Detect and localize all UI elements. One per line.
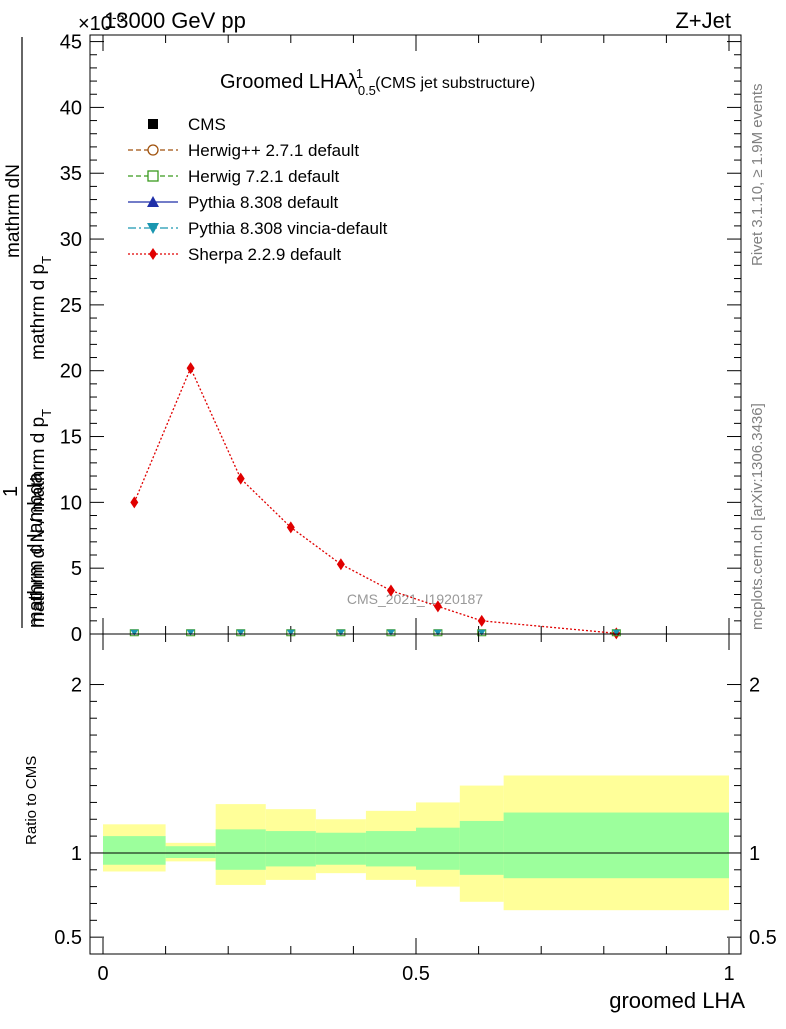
ratio-y-tick-label: 1 <box>71 843 82 865</box>
ratio-y-tick-label: 0.5 <box>54 927 82 949</box>
chart-title-sub: 0.5 <box>358 83 376 98</box>
sherpa-point <box>236 472 245 485</box>
mc-points <box>129 629 621 637</box>
ratio-band-inner <box>416 827 460 870</box>
main-y-tick-label: 10 <box>60 492 82 514</box>
ratio-band-inner <box>265 831 316 867</box>
legend-label: CMS <box>188 115 226 134</box>
vincia-point <box>386 629 395 636</box>
vincia-point <box>186 629 195 636</box>
legend-label: Herwig 7.2.1 default <box>188 167 339 186</box>
vincia-point <box>612 629 621 636</box>
legend-marker <box>149 248 157 260</box>
ylabel-top: 1 <box>0 486 22 497</box>
legend-marker <box>148 119 158 129</box>
legend-label: Sherpa 2.2.9 default <box>188 245 341 264</box>
ratio-y-tick-label: 2 <box>71 675 82 697</box>
ratio-band-inner <box>365 831 416 867</box>
sherpa-point <box>186 362 195 375</box>
ratio-y-tick-label-right: 2 <box>749 675 760 697</box>
legend-entry: Herwig++ 2.7.1 default <box>128 141 359 160</box>
sherpa-point <box>386 584 395 597</box>
ylabel-num-end: mathrm d lambda <box>25 472 47 628</box>
side-mcplots: mcplots.cern.ch [arXiv:1306.3436] <box>749 403 766 630</box>
x-axis-label: groomed LHA <box>609 988 745 1013</box>
ylabel-num-sub: T <box>39 256 54 264</box>
ylabel-num-tail: mathrm d pT <box>28 256 54 360</box>
ratio-band-inner <box>165 846 216 858</box>
main-y-tick-label: 35 <box>60 163 82 185</box>
main-y-tick-label: 45 <box>60 32 82 54</box>
chart-title-text: Groomed LHA <box>220 71 348 93</box>
ylabel-den-full: mathrm d N / mathrm d pT <box>28 409 54 628</box>
x-tick-labels: 0 0.5 1 <box>97 963 734 985</box>
chart-title-suffix: (CMS jet substructure) <box>375 75 535 92</box>
vincia-point <box>236 629 245 636</box>
x-tick-label: 0 <box>97 963 108 985</box>
sherpa-point <box>130 496 139 509</box>
ratio-band-inner <box>503 812 729 879</box>
vincia-point <box>433 629 442 636</box>
ylabel-num-full: mathrm dN <box>3 164 24 258</box>
legend-marker <box>147 196 159 207</box>
ratio-band-inner <box>315 832 366 865</box>
header-exponent-sup: -6 <box>112 9 125 25</box>
main-y-tick-label: 40 <box>60 97 82 119</box>
main-y-label: 1 mathrm d lambda mathrm dN mathrm d pT … <box>0 37 54 628</box>
ylabel-den-sub: T <box>39 409 54 417</box>
ylabel-numerator: mathrm d lambda <box>25 472 47 628</box>
sherpa-point <box>433 600 442 613</box>
legend-marker <box>147 223 159 234</box>
header-exponent: ×10-6 <box>78 9 125 35</box>
side-rivet: Rivet 3.1.10, ≥ 1.9M events <box>749 84 766 267</box>
ratio-y-tick-label-right: 1 <box>749 843 760 865</box>
header-process: Z+Jet <box>675 8 731 33</box>
legend-entry: Herwig 7.2.1 default <box>128 167 339 186</box>
chart-title-sup: 1 <box>356 66 363 81</box>
x-tick-label: 0.5 <box>402 963 430 985</box>
main-y-tick-label: 25 <box>60 295 82 317</box>
legend-entry: Pythia 8.308 default <box>128 193 339 212</box>
ratio-y-label: Ratio to CMS <box>23 756 40 845</box>
vincia-point <box>130 629 139 636</box>
main-y-tick-label: 15 <box>60 427 82 449</box>
legend-label: Pythia 8.308 vincia-default <box>188 219 388 238</box>
ratio-bands <box>103 775 729 911</box>
ratio-band-inner <box>215 829 266 870</box>
legend-label: Pythia 8.308 default <box>188 193 339 212</box>
main-y-tick-label: 20 <box>60 361 82 383</box>
header-energy: 13000 GeV pp <box>104 8 246 33</box>
ratio-x-ticks <box>102 634 730 954</box>
legend-entry: CMS <box>148 115 226 134</box>
ratio-plot: 0.5 0.5 1 1 2 2 Ratio to CMS <box>23 633 777 955</box>
main-y-ticks: 0 5 10 15 20 25 30 35 40 45 <box>60 32 741 646</box>
vincia-point <box>336 629 345 636</box>
sherpa-point <box>477 614 486 627</box>
legend-label: Herwig++ 2.7.1 default <box>188 141 359 160</box>
ratio-y-ticks: 0.5 0.5 1 1 2 2 <box>54 675 777 950</box>
chart-title-symbol: λ <box>348 71 358 93</box>
legend-entry: Sherpa 2.2.9 default <box>128 245 341 264</box>
chart-title: Groomed LHAλ0.5 1 (CMS jet substructure) <box>220 66 535 98</box>
sherpa-point <box>336 558 345 571</box>
vincia-point <box>286 629 295 636</box>
main-y-tick-label: 0 <box>71 624 82 646</box>
legend-entry: Pythia 8.308 vincia-default <box>128 219 388 238</box>
legend: CMS Herwig++ 2.7.1 default Herwig 7.2.1 de… <box>128 115 388 264</box>
main-y-tick-label: 30 <box>60 229 82 251</box>
legend-marker <box>147 170 159 182</box>
ratio-band-inner <box>459 820 504 875</box>
sherpa-point <box>286 521 295 534</box>
ratio-y-tick-label-right: 0.5 <box>749 927 777 949</box>
vincia-point <box>477 629 486 636</box>
ylabel-num: mathrm dN <box>3 164 24 258</box>
main-y-tick-label: 5 <box>71 558 82 580</box>
x-tick-label: 1 <box>723 963 734 985</box>
legend-marker <box>147 144 159 156</box>
ratio-band-inner <box>103 836 166 865</box>
